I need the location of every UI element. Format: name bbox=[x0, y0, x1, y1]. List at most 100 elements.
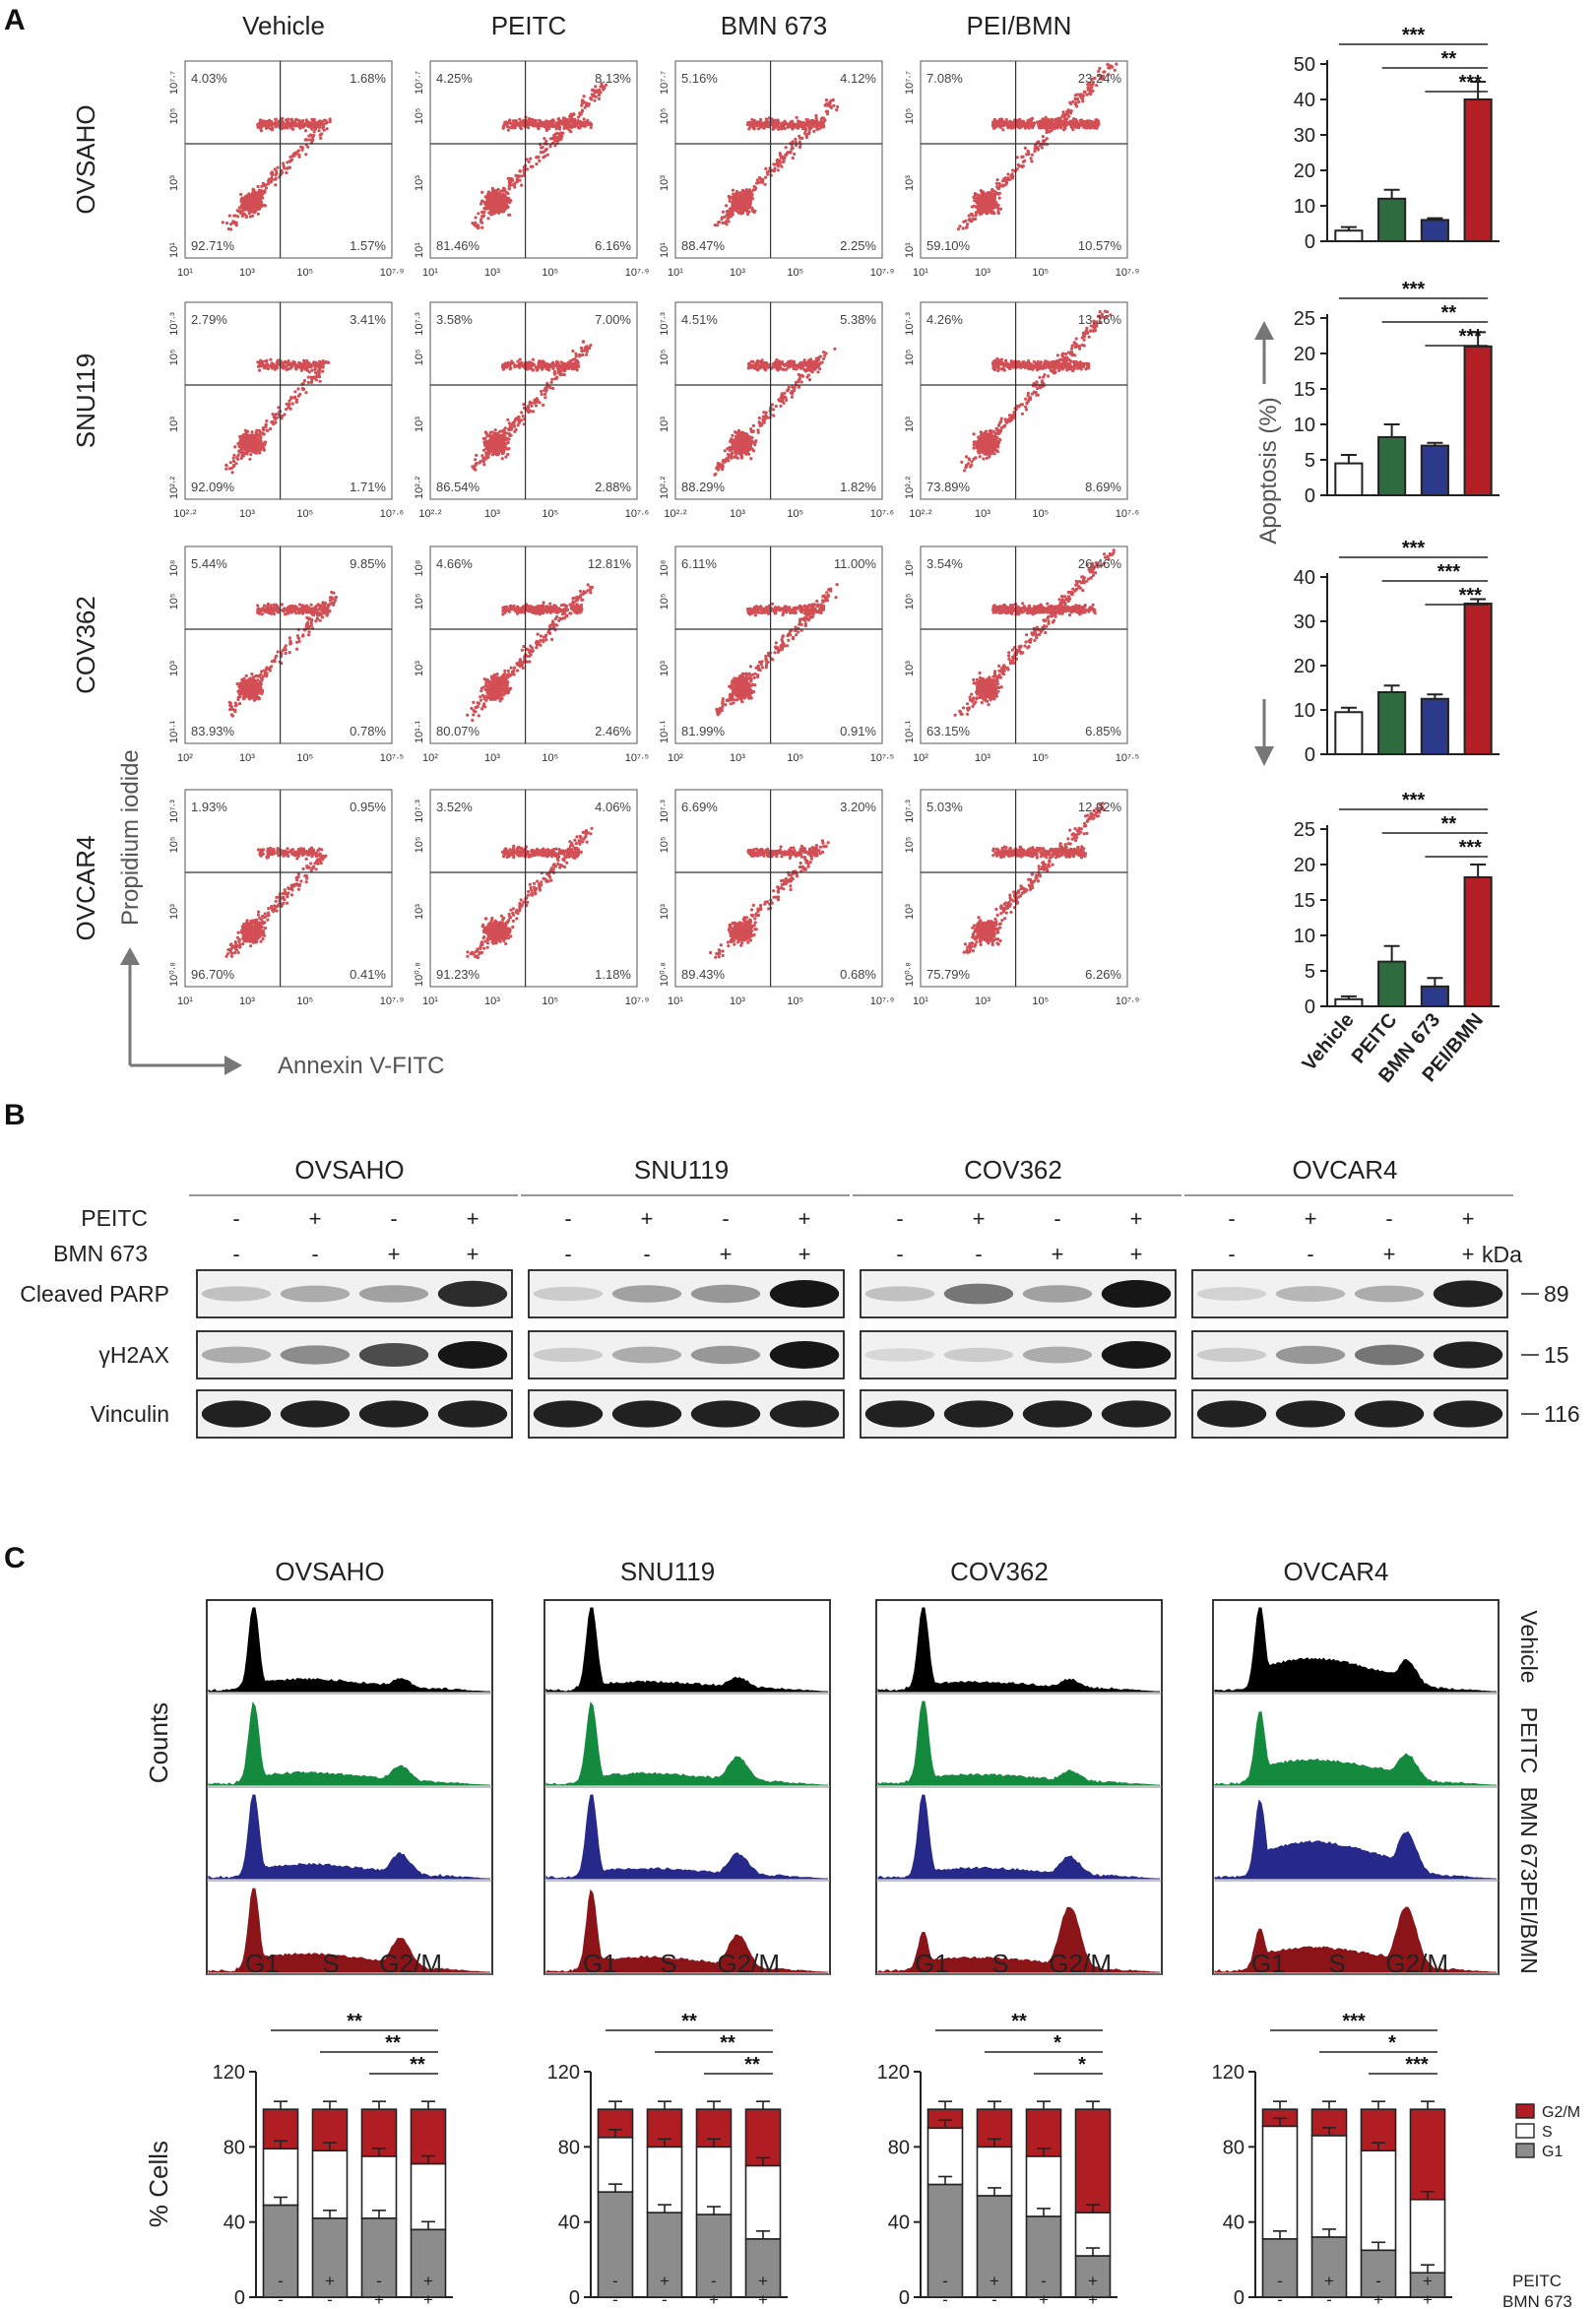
dot bbox=[1039, 126, 1043, 130]
dot bbox=[502, 197, 506, 201]
x-tick-max: 10⁷·⁶ bbox=[380, 508, 404, 520]
dot bbox=[230, 471, 234, 475]
dot bbox=[262, 183, 266, 188]
dot bbox=[506, 452, 510, 457]
dot bbox=[1004, 118, 1008, 122]
dot bbox=[494, 432, 498, 436]
dot bbox=[501, 205, 505, 210]
dot bbox=[243, 195, 247, 199]
dot bbox=[577, 364, 581, 368]
dot bbox=[258, 444, 262, 448]
dot bbox=[751, 423, 756, 427]
dot bbox=[544, 128, 548, 133]
dot bbox=[250, 214, 255, 218]
dot bbox=[727, 194, 731, 199]
dot bbox=[271, 126, 275, 130]
dot bbox=[235, 209, 239, 213]
dot bbox=[797, 121, 800, 125]
dot bbox=[265, 121, 269, 125]
dot bbox=[490, 430, 494, 434]
dot bbox=[241, 433, 245, 437]
y-tick-mid2: 10⁵ bbox=[168, 350, 180, 366]
dot bbox=[992, 189, 996, 193]
dot bbox=[588, 346, 592, 350]
x-tick-mid2: 10⁵ bbox=[296, 267, 313, 279]
dot bbox=[301, 387, 305, 392]
quadrant-ul: 4.03% bbox=[191, 71, 227, 86]
dot bbox=[274, 183, 278, 187]
dot bbox=[249, 453, 253, 457]
dot bbox=[481, 436, 485, 440]
x-tick-mid2: 10⁵ bbox=[787, 267, 803, 279]
dot bbox=[502, 449, 506, 453]
dot bbox=[724, 220, 729, 224]
y-tick-min: 10²·² bbox=[414, 476, 425, 499]
dot bbox=[593, 98, 597, 102]
dot bbox=[578, 125, 582, 129]
dot bbox=[289, 121, 293, 125]
dot bbox=[558, 132, 562, 136]
dot bbox=[736, 200, 740, 204]
dot bbox=[526, 121, 530, 125]
dot bbox=[274, 420, 278, 424]
dot bbox=[508, 367, 512, 371]
dot bbox=[551, 366, 555, 370]
dotplot-points bbox=[471, 82, 608, 230]
dot bbox=[296, 387, 300, 391]
dot bbox=[580, 120, 584, 125]
dot bbox=[556, 368, 560, 372]
dot bbox=[554, 121, 559, 125]
dot bbox=[525, 167, 530, 171]
dot bbox=[560, 368, 564, 372]
x-tick-max: 10⁷·⁹ bbox=[625, 267, 650, 279]
dot bbox=[256, 212, 260, 216]
dot bbox=[580, 103, 584, 107]
dot bbox=[229, 227, 233, 231]
dot bbox=[477, 212, 480, 216]
dot bbox=[293, 395, 297, 399]
dot bbox=[258, 434, 262, 438]
dot bbox=[829, 105, 834, 109]
dot bbox=[280, 127, 284, 131]
dot bbox=[233, 222, 237, 225]
dot bbox=[518, 117, 522, 121]
dot bbox=[252, 202, 256, 206]
dot bbox=[293, 390, 297, 394]
dot bbox=[287, 363, 290, 367]
dot bbox=[727, 216, 731, 220]
dot bbox=[581, 340, 585, 344]
quadrant-ll: 92.09% bbox=[191, 480, 235, 494]
dot bbox=[1056, 122, 1061, 126]
dot bbox=[302, 358, 306, 362]
dot bbox=[990, 193, 994, 197]
dot bbox=[556, 136, 561, 140]
dot bbox=[328, 119, 332, 124]
dot bbox=[488, 438, 492, 442]
dot bbox=[775, 161, 779, 165]
dot bbox=[254, 451, 258, 455]
dot bbox=[720, 217, 724, 222]
quadrant-lr: 1.71% bbox=[350, 480, 386, 494]
dot bbox=[745, 206, 749, 210]
dot bbox=[572, 367, 576, 371]
quadrant-ul: 4.25% bbox=[436, 71, 473, 86]
dot bbox=[602, 85, 606, 89]
dot bbox=[1021, 155, 1025, 159]
dot bbox=[750, 197, 755, 201]
dot bbox=[518, 169, 522, 173]
dot bbox=[987, 209, 991, 213]
dot bbox=[776, 158, 780, 161]
dot bbox=[1093, 125, 1097, 129]
dot bbox=[290, 158, 294, 161]
dot bbox=[1047, 121, 1052, 125]
dot bbox=[559, 137, 563, 141]
dot bbox=[506, 417, 510, 421]
dot bbox=[250, 199, 254, 203]
dot bbox=[561, 122, 565, 126]
dot bbox=[1074, 121, 1078, 125]
dot bbox=[580, 349, 585, 353]
dot bbox=[516, 123, 520, 127]
dot bbox=[1037, 140, 1041, 144]
dot bbox=[287, 406, 290, 410]
dot bbox=[986, 202, 990, 206]
